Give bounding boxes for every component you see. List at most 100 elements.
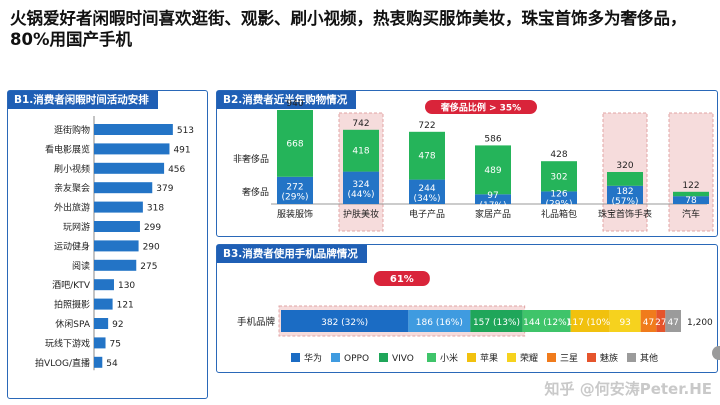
b3-legend-swatch: [291, 353, 300, 362]
b1-value-label: 92: [112, 320, 123, 330]
b2-bar-nonluxury: [277, 110, 313, 177]
b3-segment: [665, 310, 681, 332]
b2-nonluxury-label: 418: [352, 147, 369, 157]
b3-legend-label: 三星: [560, 353, 578, 364]
b3-title: B3.消费者使用手机品牌情况: [217, 245, 367, 263]
b2-category-label: 汽车: [682, 208, 700, 220]
b3-segment-label: 117 (10%): [567, 318, 614, 328]
b1-category-label: 玩网游: [63, 221, 90, 233]
b3-total-label: 1,200: [687, 318, 713, 328]
b3-segment-label: 47: [643, 318, 654, 328]
b3-legend-swatch: [587, 353, 596, 362]
side-handle: [712, 346, 720, 360]
b2-luxury-label: 126: [550, 190, 567, 200]
b2-luxury-label: 182: [616, 187, 633, 197]
b2-badge: [425, 100, 537, 114]
b2-series-label-nonlux: 非奢侈品: [233, 153, 269, 165]
b1-bar: [94, 124, 173, 135]
b2-bar-nonluxury: [475, 145, 511, 195]
b1-value-label: 456: [168, 165, 185, 175]
b1-category-label: 刷小视频: [54, 163, 90, 175]
b2-luxury-pct: (44%): [347, 190, 374, 200]
b2-category-label: 护肤美妆: [343, 208, 379, 220]
panel-b3: B3.消费者使用手机品牌情况 61% 手机品牌 382 (32%) 186 (16%)…: [216, 244, 718, 373]
b2-bar-nonluxury: [673, 191, 709, 197]
b3-segment-label: 186 (16%): [416, 318, 463, 328]
b1-category-label: 外出旅游: [54, 202, 90, 214]
b1-value-label: 318: [147, 204, 164, 214]
b1-value-label: 75: [110, 339, 121, 349]
b2-category-label: 电子产品: [409, 208, 445, 220]
b3-segment-label: 27: [655, 318, 666, 328]
b1-bar: [94, 201, 143, 213]
b3-segment: [281, 310, 409, 332]
b1-bar: [94, 162, 165, 174]
b3-segment-label: 93: [619, 318, 630, 328]
b1-bar: [94, 221, 140, 232]
b1-category-label: 看电影展览: [45, 143, 90, 155]
b3-legend-swatch: [427, 353, 436, 362]
b2-bar-luxury: [607, 185, 643, 204]
b2-nonluxury-label: 668: [286, 139, 303, 149]
b3-legend-swatch: [467, 353, 476, 362]
b2-total-label: 940: [286, 99, 303, 109]
b2-luxury-pct: (34%): [413, 194, 440, 204]
b1-bar: [94, 298, 113, 310]
b3-legend-swatch: [331, 353, 340, 362]
b2-category-label: 家居产品: [475, 208, 511, 220]
b3-legend-label: 华为: [304, 352, 322, 364]
b3-badge: [373, 271, 430, 286]
b3-segment: [570, 310, 610, 332]
b1-bar: [94, 337, 106, 349]
b1-value-label: 130: [118, 281, 135, 291]
panel-b2: B2.消费者近半年购物情况 奢侈品比例 > 35% 非奢侈品 奢侈品 940 668 27…: [216, 90, 718, 237]
b2-nonluxury-label: 302: [550, 172, 567, 182]
b1-value-label: 491: [173, 145, 190, 155]
b2-category-label: 礼品箱包: [541, 208, 577, 220]
b2-bar-luxury: [277, 176, 313, 204]
b1-bar: [94, 143, 170, 155]
b3-segment: [609, 310, 641, 332]
b1-value-label: 299: [144, 223, 161, 233]
b1-bar: [94, 356, 103, 368]
b1-category-label: 阅读: [72, 260, 90, 272]
b2-nonluxury-label: 478: [418, 152, 435, 162]
b1-value-label: 290: [143, 242, 160, 252]
b1-category-label: 酒吧/KTV: [52, 280, 91, 291]
watermark: 知乎 @何安涛Peter.HE: [544, 380, 713, 398]
b2-total-label: 742: [352, 119, 369, 129]
b3-legend-label: VIVO: [392, 354, 414, 364]
b3-badge-text: 61%: [390, 274, 414, 285]
b3-legend-label: 魅族: [600, 352, 618, 364]
b2-bar-luxury: [343, 171, 379, 204]
b3-segment: [522, 310, 571, 332]
b3-segment: [640, 310, 657, 332]
b2-luxury-pct: (17%): [479, 201, 506, 211]
b2-highlight-box: [668, 112, 714, 232]
b3-segment-label: 157 (13%): [473, 318, 520, 328]
b2-bar-nonluxury: [409, 131, 445, 180]
b2-bar-luxury: [475, 194, 511, 204]
b3-legend-swatch: [379, 353, 388, 362]
b3-segment: [470, 310, 523, 332]
b2-category-label: 服装服饰: [277, 208, 313, 220]
b2-total-label: 122: [682, 181, 699, 191]
b2-nonluxury-label: 489: [484, 166, 501, 176]
b2-bar-luxury: [409, 179, 445, 204]
panel-b1: B1.消费者闲暇时间活动安排 逛街购物 513 看电影展览 491 刷小视频 456 亲友聚…: [7, 90, 208, 399]
b2-total-label: 722: [418, 121, 435, 131]
b3-legend-label: 苹果: [480, 352, 498, 364]
b2-bar-luxury: [541, 191, 577, 204]
b3-segment-label: 47: [667, 318, 678, 328]
b2-total-label: 586: [484, 134, 501, 144]
b1-value-label: 121: [117, 301, 134, 311]
b1-category-label: 拍照摄影: [54, 299, 90, 311]
b1-bar: [94, 318, 109, 329]
b2-luxury-label: 97: [487, 191, 498, 201]
b1-value-label: 275: [140, 262, 157, 272]
b3-legend-swatch: [627, 353, 636, 362]
b2-luxury-pct: (29%): [281, 192, 308, 202]
b1-category-label: 拍VLOG/直播: [35, 357, 90, 369]
b1-value-label: 513: [177, 126, 194, 136]
b2-total-label: 320: [616, 161, 633, 171]
